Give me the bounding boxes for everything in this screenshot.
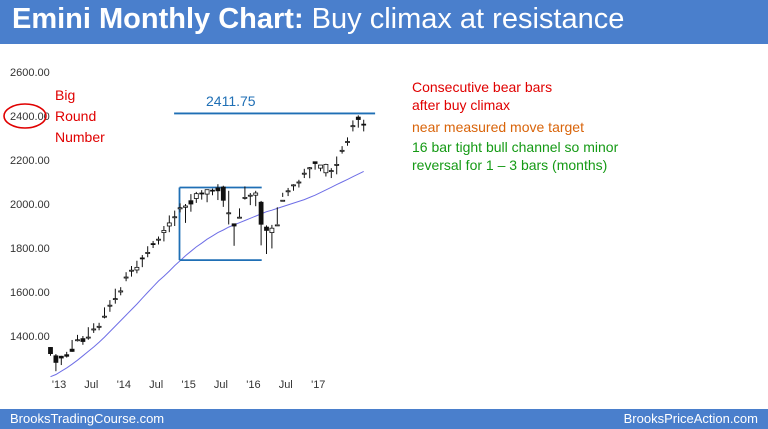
y-tick-label: 2000.00 [10,199,50,211]
candle [172,210,178,226]
candle [258,200,264,246]
candle [166,215,172,233]
moving-average-line [50,170,364,378]
candle [112,288,118,304]
candle [150,240,156,248]
candle [123,272,129,282]
candle [129,266,134,277]
candle [318,164,323,172]
candle [339,146,345,154]
candle [291,184,296,191]
candle [69,339,75,352]
candle [183,204,188,223]
candle [355,115,361,128]
round-number-circle [3,103,47,129]
candle [139,255,145,268]
candle [231,223,237,246]
candle [264,225,269,254]
footer-left-site: BrooksTradingCourse.com [10,411,165,426]
chart-title: Emini Monthly Chart: Buy climax at resis… [12,3,624,36]
x-tick-label: '14 [117,379,131,391]
footer-bar: BrooksTradingCourse.com BrooksPriceActio… [0,409,768,429]
candle [242,186,248,200]
y-tick-label: 1400.00 [10,331,50,343]
big-round-line-1: Big [55,87,76,103]
candle [350,120,356,132]
candle [188,194,194,212]
candle [334,156,340,175]
x-tick-label: Jul [149,379,163,391]
candle [102,307,107,319]
candle [48,347,53,356]
bull-channel-line-2: reversal for 1 – 3 bars (months) [412,157,608,173]
x-tick-label: Jul [84,379,98,391]
candle [80,336,86,345]
x-tick-label: '15 [182,379,196,391]
candle [280,192,286,202]
candle [247,193,253,206]
candle [193,191,199,203]
big-round-line-2: Round [55,108,97,124]
big-round-line-3: Number [55,129,105,145]
candle [199,190,205,200]
y-tick-label: 2200.00 [10,155,50,167]
candle [307,167,313,179]
candle [91,323,97,333]
candle [75,334,80,342]
candle [285,187,291,197]
y-tick-label: 2400.00 [10,111,50,123]
candle [323,163,329,177]
candle [301,168,307,179]
candle [107,300,113,312]
candle [274,207,280,227]
y-tick-label: 1800.00 [10,243,50,255]
bear-bars-line-2: after buy climax [412,97,511,113]
x-tick-label: '17 [311,379,325,391]
x-tick-label: '13 [52,379,66,391]
candle [58,355,64,366]
candle [226,190,232,225]
chart-title-bold: Emini Monthly Chart: [12,3,304,35]
candle [345,137,350,146]
candle [296,179,302,188]
candle [145,246,151,258]
candle [156,236,161,245]
candle [361,119,367,132]
candle [220,185,226,207]
x-tick-label: Jul [214,379,228,391]
candle [85,327,91,340]
candle [210,188,215,196]
candle [312,161,318,170]
bull-channel-note: 16 bar tight bull channel so minor rever… [412,138,618,174]
candle [237,208,242,219]
bear-bars-note: Consecutive bear bars after buy climax [412,78,552,114]
candle [253,190,259,207]
resistance-level-label: 2411.75 [206,93,256,109]
candle [161,226,167,242]
candle [177,203,183,213]
candle [53,354,59,372]
big-round-number-note: Big Round Number [55,85,105,148]
monthly-chart: 1400.00 1600.00 1800.00 2000.00 2200.00 2400.… [3,67,376,391]
candle [269,224,275,249]
bear-bars-line-1: Consecutive bear bars [412,79,553,95]
title-bar: Emini Monthly Chart: Buy climax at resis… [0,0,768,44]
candle [64,351,70,358]
candle [204,189,210,203]
chart-title-rest: Buy climax at resistance [303,3,625,35]
y-tick-label: 2600.00 [10,67,50,79]
y-tick-label: 1600.00 [10,287,50,299]
measured-move-note: near measured move target [412,119,584,135]
candle [134,260,140,274]
candle [215,184,221,201]
x-tick-label: Jul [279,379,293,391]
x-tick-label: '16 [246,379,260,391]
footer-right-site: BrooksPriceAction.com [623,411,758,426]
candle [328,168,334,179]
bull-channel-line-1: 16 bar tight bull channel so minor [412,139,619,155]
candle [118,287,124,296]
candle [96,322,102,331]
